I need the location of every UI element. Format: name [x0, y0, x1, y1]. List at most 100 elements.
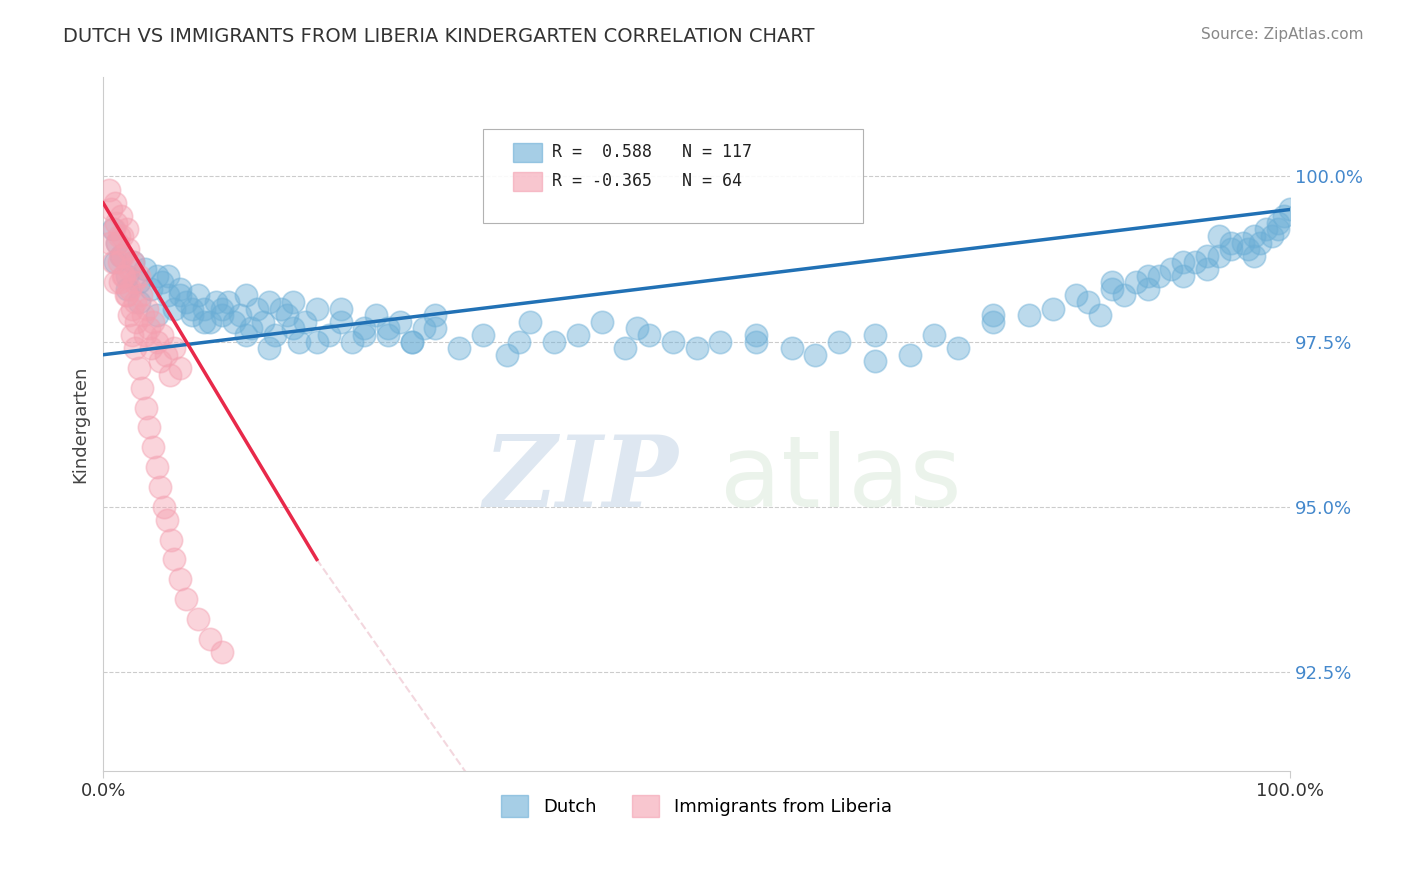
- Point: [1256, 222, 1278, 236]
- Point: [211, 645, 233, 659]
- Point: [98, 235, 121, 250]
- Point: [149, 480, 172, 494]
- Point: [122, 275, 145, 289]
- Point: [157, 268, 180, 283]
- Point: [353, 327, 375, 342]
- Point: [366, 308, 388, 322]
- Point: [281, 321, 304, 335]
- Point: [163, 301, 186, 316]
- Point: [745, 327, 768, 342]
- Point: [174, 294, 197, 309]
- Point: [252, 315, 274, 329]
- Point: [118, 261, 141, 276]
- Point: [1112, 288, 1135, 302]
- Point: [235, 288, 257, 302]
- Point: [281, 294, 304, 309]
- Point: [259, 294, 281, 309]
- Point: [567, 327, 589, 342]
- Point: [169, 282, 191, 296]
- Point: [1077, 294, 1099, 309]
- Point: [105, 235, 128, 250]
- Point: [181, 308, 204, 322]
- Point: [110, 209, 132, 223]
- FancyBboxPatch shape: [482, 129, 863, 223]
- Point: [425, 308, 447, 322]
- Point: [124, 294, 146, 309]
- Point: [591, 315, 613, 329]
- Point: [107, 228, 129, 243]
- Point: [1219, 235, 1241, 250]
- Point: [1018, 308, 1040, 322]
- Point: [156, 513, 179, 527]
- Point: [1261, 228, 1284, 243]
- Point: [863, 354, 886, 368]
- Point: [1243, 249, 1265, 263]
- Point: [1136, 268, 1159, 283]
- Point: [120, 282, 142, 296]
- Point: [124, 341, 146, 355]
- Point: [115, 222, 138, 236]
- Point: [222, 315, 245, 329]
- Point: [211, 301, 233, 316]
- Point: [1243, 228, 1265, 243]
- Point: [401, 334, 423, 349]
- Point: [508, 334, 530, 349]
- Point: [108, 275, 131, 289]
- Point: [193, 315, 215, 329]
- Legend: Dutch, Immigrants from Liberia: Dutch, Immigrants from Liberia: [494, 788, 898, 824]
- Point: [110, 249, 132, 263]
- Text: Source: ZipAtlas.com: Source: ZipAtlas.com: [1201, 27, 1364, 42]
- Point: [449, 341, 471, 355]
- Point: [259, 341, 281, 355]
- Point: [240, 321, 263, 335]
- Point: [155, 348, 177, 362]
- Point: [1066, 288, 1088, 302]
- Point: [377, 327, 399, 342]
- Point: [709, 334, 731, 349]
- Point: [115, 268, 138, 283]
- Point: [135, 401, 157, 415]
- Point: [425, 321, 447, 335]
- Point: [828, 334, 851, 349]
- Point: [1088, 308, 1111, 322]
- Point: [101, 222, 124, 236]
- Point: [1125, 275, 1147, 289]
- Point: [110, 249, 132, 263]
- Point: [626, 321, 648, 335]
- Point: [105, 235, 128, 250]
- Point: [543, 334, 565, 349]
- Point: [115, 288, 138, 302]
- Point: [342, 334, 364, 349]
- Point: [193, 301, 215, 316]
- Point: [100, 202, 122, 217]
- Point: [1173, 255, 1195, 269]
- Point: [922, 327, 945, 342]
- Point: [1101, 282, 1123, 296]
- Point: [169, 360, 191, 375]
- Point: [117, 242, 139, 256]
- Point: [157, 288, 180, 302]
- Point: [329, 301, 352, 316]
- Point: [1184, 255, 1206, 269]
- Point: [98, 183, 121, 197]
- Point: [471, 327, 494, 342]
- Point: [401, 334, 423, 349]
- Point: [1208, 228, 1230, 243]
- Point: [412, 321, 434, 335]
- Point: [495, 348, 517, 362]
- Point: [128, 275, 150, 289]
- Point: [152, 275, 174, 289]
- Point: [1237, 242, 1260, 256]
- Point: [1101, 275, 1123, 289]
- Point: [121, 301, 143, 316]
- Point: [145, 334, 167, 349]
- Point: [276, 308, 298, 322]
- Point: [863, 327, 886, 342]
- Point: [139, 341, 162, 355]
- Point: [128, 294, 150, 309]
- Point: [104, 275, 127, 289]
- Point: [114, 288, 136, 302]
- Point: [187, 612, 209, 626]
- Point: [159, 368, 181, 382]
- Point: [638, 327, 661, 342]
